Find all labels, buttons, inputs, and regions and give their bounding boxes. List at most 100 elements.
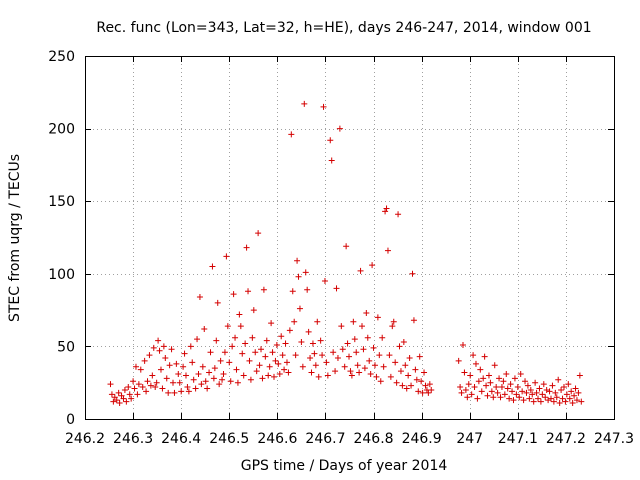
data-point [555,376,562,383]
data-point [260,286,267,293]
data-point [217,357,224,364]
data-point [490,394,497,401]
data-point [418,378,425,385]
data-point [500,378,507,385]
data-point [199,363,206,370]
data-point [330,349,337,356]
data-point [550,398,557,405]
data-point [491,362,498,369]
data-point [258,346,265,353]
data-point [369,262,376,269]
data-point [268,320,275,327]
data-point [246,357,253,364]
data-point [498,384,505,391]
data-point [219,376,226,383]
data-point [376,352,383,359]
data-point [543,386,550,393]
data-point [276,370,283,377]
data-point [204,385,211,392]
x-tick-label: 247.1 [498,431,538,447]
data-point [302,269,309,276]
data-point [184,384,191,391]
data-point [296,305,303,312]
data-point [317,337,324,344]
y-tick-label: 0 [66,412,75,428]
data-point [406,355,413,362]
chart-title: Rec. func (Lon=343, Lat=32, h=HE), days … [96,20,591,36]
data-point [467,372,474,379]
data-point [273,341,280,348]
data-point [399,382,406,389]
x-tick-label: 247.2 [546,431,586,447]
data-point [503,370,510,377]
data-point [163,375,170,382]
data-point [542,394,549,401]
data-point [232,334,239,341]
data-point [295,273,302,280]
data-point [320,103,327,110]
data-point [483,382,490,389]
data-point [211,365,218,372]
data-point [110,398,117,405]
data-point [353,349,360,356]
x-tick-label: 246.7 [305,431,345,447]
data-point [428,386,435,393]
data-point [333,285,340,292]
data-point [348,372,355,379]
x-tick-label: 247.3 [594,431,634,447]
data-point [569,400,576,407]
data-point [389,323,396,330]
data-point [410,317,417,324]
data-point [468,391,475,398]
data-point [568,388,575,395]
data-point [227,378,234,385]
data-point [539,391,546,398]
data-point [478,388,485,395]
data-point [484,392,491,399]
data-point [576,372,583,379]
data-point [532,379,539,386]
data-point [299,363,306,370]
data-point [382,208,389,215]
data-point [259,375,266,382]
data-point [170,379,177,386]
y-tick-label: 250 [48,49,75,65]
data-point [405,372,412,379]
data-point [181,350,188,357]
data-point [266,363,273,370]
data-point [126,391,133,398]
data-point [214,299,221,306]
data-point [371,362,378,369]
data-point [523,389,530,396]
data-point [504,385,511,392]
data-point [308,369,315,376]
y-tick-label: 150 [48,194,75,210]
data-point [481,353,488,360]
data-point [400,339,407,346]
data-point [497,394,504,401]
data-point [471,384,478,391]
data-point [262,353,269,360]
y-tick-label: 50 [57,339,75,355]
y-tick-label: 200 [48,122,75,138]
data-point [147,382,154,389]
data-point [185,388,192,395]
data-point [408,382,415,389]
data-point [527,386,534,393]
data-point [367,370,374,377]
data-point [459,341,466,348]
data-point [327,137,334,144]
data-point [292,352,299,359]
data-point [120,395,127,402]
data-point [415,388,422,395]
data-point [520,397,527,404]
data-point [224,323,231,330]
data-point [413,376,420,383]
gridlines [85,56,614,419]
data-point [536,385,543,392]
data-point [419,389,426,396]
x-axis-title: GPS time / Days of year 2014 [241,458,448,474]
data-point [558,386,565,393]
data-point [135,381,142,388]
data-point [269,349,276,356]
